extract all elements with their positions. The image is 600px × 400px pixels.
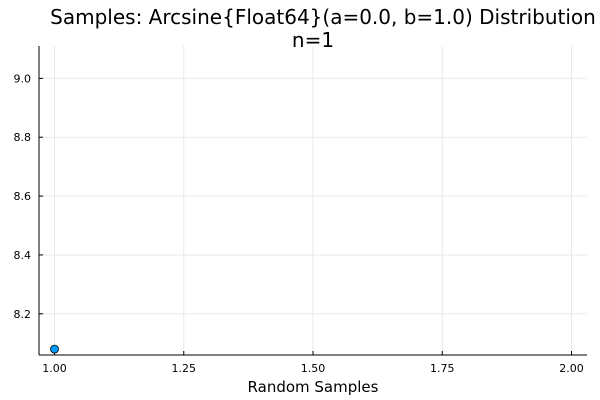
y-tick-labels: 8.2 8.4 8.6 8.8 9.0 xyxy=(14,72,32,320)
x-tick-label-0: 1.00 xyxy=(42,362,67,375)
data-points xyxy=(50,344,59,354)
y-tick-label-3: 8.8 xyxy=(14,131,32,144)
grid-lines xyxy=(39,46,587,355)
x-axis-label: Random Samples xyxy=(248,378,379,396)
data-point-0-0 xyxy=(50,344,59,354)
x-tick-label-4: 2.00 xyxy=(559,362,584,375)
axes xyxy=(38,46,587,356)
y-tick-label-0: 8.2 xyxy=(14,308,32,321)
x-tick-label-3: 1.75 xyxy=(430,362,455,375)
chart-title: Samples: Arcsine{Float64}(a=0.0, b=1.0) … xyxy=(50,5,596,29)
x-tick-label-1: 1.25 xyxy=(172,362,197,375)
y-tick-label-1: 8.4 xyxy=(14,249,32,262)
y-tick-label-4: 9.0 xyxy=(14,72,32,85)
x-tick-labels: 1.00 1.25 1.50 1.75 2.00 xyxy=(42,362,583,375)
x-tick-label-2: 1.50 xyxy=(301,362,326,375)
y-tick-label-2: 8.6 xyxy=(14,190,32,203)
